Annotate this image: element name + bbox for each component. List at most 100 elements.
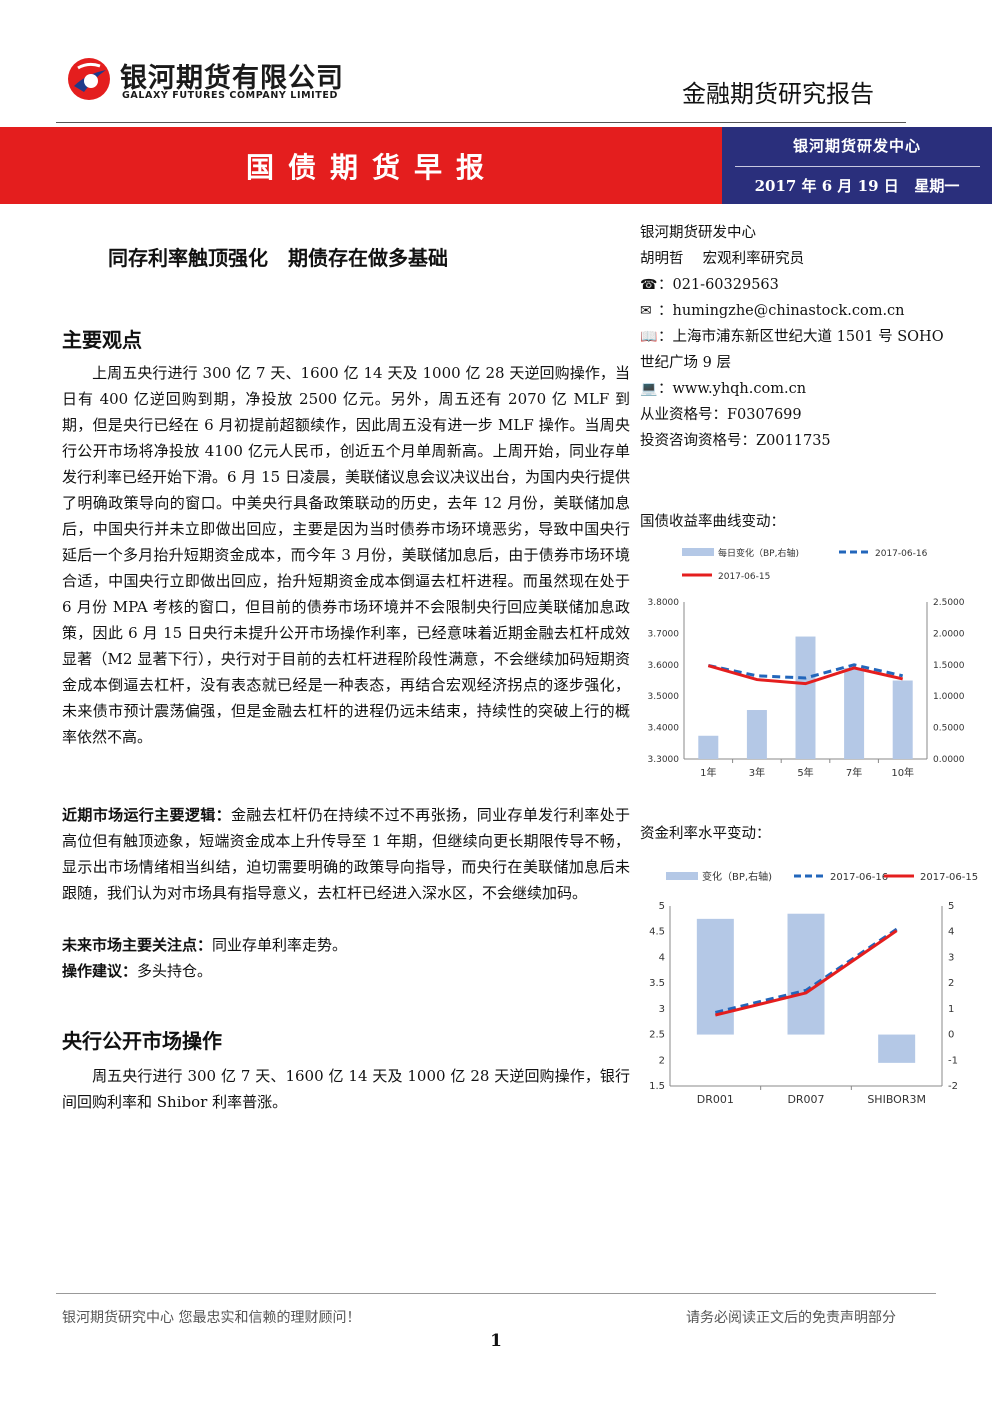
right-axis-tick-label: 0 <box>948 1030 954 1041</box>
bar <box>787 913 825 1035</box>
banner-navy-block <box>722 127 992 204</box>
analyst-info: 银河期货研发中心 胡明哲 宏观利率研究员 ☎：021-60329563 ✉ ：hu… <box>640 220 985 454</box>
series-line <box>707 663 904 680</box>
left-axis-tick-label: 1.5 <box>649 1081 665 1092</box>
research-center-label: 银河期货研发中心 <box>792 137 921 155</box>
logic-text: 金融去杠杆仍在持续不过不再张扬，同业存单发行利率处于高位但有触顶迹象，短端资金成… <box>62 806 630 902</box>
email-address[interactable]: humingzhe@chinastock.com.cn <box>672 303 905 319</box>
x-axis-tick-label: SHIBOR3M <box>867 1093 926 1106</box>
footer-divider <box>56 1293 936 1294</box>
investment-qualification-number: 投资咨询资格号：Z0011735 <box>640 433 831 449</box>
footer-disclaimer: 请务必阅读正文后的免责声明部分 <box>686 1310 896 1326</box>
phone-row: ☎：021-60329563 <box>640 272 985 298</box>
legend-label: 变化（BP,右轴) <box>702 870 772 883</box>
bar <box>696 918 734 1035</box>
focus-text: 同业存单利率走势。 <box>212 936 348 954</box>
x-axis-tick-label: 1年 <box>700 766 716 779</box>
left-axis-tick-label: 3.6000 <box>648 661 680 671</box>
legend-swatch <box>682 548 714 556</box>
banner-red-block <box>0 127 722 204</box>
logic-paragraph: 近期市场运行主要逻辑：金融去杠杆仍在持续不过不再张扬，同业存单发行利率处于高位但… <box>62 802 630 906</box>
email-row: ✉ ：humingzhe@chinastock.com.cn <box>640 298 985 324</box>
x-axis-tick-label: DR007 <box>787 1093 824 1106</box>
right-axis-tick-label: 2 <box>948 978 954 989</box>
left-axis-tick-label: 2.5 <box>649 1030 665 1041</box>
advice-text: 多头持仓。 <box>137 962 213 980</box>
left-axis-tick-label: 3.3000 <box>648 755 680 765</box>
chart2-title: 资金利率水平变动： <box>640 826 771 842</box>
section-title-open-market: 央行公开市场操作 <box>62 1029 222 1053</box>
right-axis-tick-label: -2 <box>948 1081 958 1092</box>
series-line <box>707 664 904 686</box>
left-axis-tick-label: 2 <box>659 1055 665 1066</box>
series-line <box>714 927 898 1014</box>
open-market-text: 周五央行进行 300 亿 7 天、1600 亿 14 天及 1000 亿 28 … <box>62 1067 630 1111</box>
report-type: 金融期货研究报告 <box>682 80 874 108</box>
x-axis-tick-label: 7年 <box>846 766 862 779</box>
right-axis-tick-label: 4 <box>948 927 954 938</box>
main-views-paragraph: 上周五央行进行 300 亿 7 天、1600 亿 14 天及 1000 亿 28… <box>62 360 630 750</box>
bar <box>698 735 719 759</box>
legend-swatch <box>666 872 698 880</box>
focus-label: 未来市场主要关注点： <box>62 936 213 954</box>
bar <box>795 636 816 759</box>
left-axis-tick-label: 5 <box>659 901 665 912</box>
website-link[interactable]: www.yhqh.com.cn <box>672 381 807 397</box>
header-divider <box>56 122 906 123</box>
right-axis-tick-label: 2.0000 <box>933 629 965 639</box>
right-axis-tick-label: 1 <box>948 1004 954 1015</box>
right-axis-tick-label: 1.0000 <box>933 692 965 702</box>
right-axis-tick-label: 1.5000 <box>933 661 965 671</box>
main-views-text: 上周五央行进行 300 亿 7 天、1600 亿 14 天及 1000 亿 28… <box>62 364 630 746</box>
logic-label: 近期市场运行主要逻辑： <box>62 806 231 824</box>
phone-icon: ☎ <box>640 277 658 293</box>
page-number: 1 <box>490 1331 502 1351</box>
x-axis-tick-label: 5年 <box>797 766 813 779</box>
article-title: 同存利率触顶强化 期债存在做多基础 <box>108 246 448 270</box>
legend-label: 2017-06-16 <box>875 549 928 559</box>
galaxy-logo-icon <box>68 58 110 100</box>
address-row: 📖：上海市浦东新区世纪大道 1501 号 SOHO <box>640 324 985 350</box>
focus-paragraph: 未来市场主要关注点：同业存单利率走势。 <box>62 932 630 958</box>
series-line <box>714 929 898 1017</box>
company-name-en: GALAXY FUTURES COMPANY LIMITED <box>122 90 338 101</box>
advice-label: 操作建议： <box>62 962 138 980</box>
left-axis-tick-label: 4 <box>659 952 665 963</box>
money-rate-chart: 1.5 2 2.5 3 3.5 4 4.5 5 -2 -1 0 1 2 3 4 5 DR001 DR007 SHIB… <box>649 870 978 1106</box>
website-row: 💻：www.yhqh.com.cn <box>640 376 985 402</box>
bar <box>844 667 865 759</box>
left-axis-tick-label: 3 <box>659 1004 665 1015</box>
chart1-title: 国债收益率曲线变动： <box>640 514 785 530</box>
address-line-1: 上海市浦东新区世纪大道 1501 号 SOHO <box>672 329 944 345</box>
right-axis-tick-label: -1 <box>948 1055 958 1066</box>
address-book-icon: 📖 <box>640 329 658 345</box>
computer-icon: 💻 <box>640 381 658 397</box>
advice-paragraph: 操作建议：多头持仓。 <box>62 958 630 984</box>
legend-label: 每日变化（BP,右轴) <box>718 547 799 559</box>
report-title: 国债期货早报 <box>246 151 499 184</box>
bar <box>892 680 913 759</box>
right-axis-tick-label: 0.0000 <box>933 755 965 765</box>
right-axis-tick-label: 0.5000 <box>933 724 965 734</box>
legend-label: 2017-06-15 <box>920 872 978 883</box>
x-axis-tick-label: 10年 <box>891 766 914 779</box>
report-date: 2017 年 6 月 19 日 星期一 <box>754 177 960 195</box>
address-line-2: 世纪广场 9 层 <box>640 355 731 371</box>
left-axis-tick-label: 4.5 <box>649 927 665 938</box>
email-icon: ✉ <box>640 303 652 319</box>
company-name-cn: 银河期货有限公司 <box>120 63 344 94</box>
footer-slogan: 银河期货研究中心 您最忠实和信赖的理财顾问！ <box>62 1310 361 1326</box>
right-axis-tick-label: 3 <box>948 952 954 963</box>
x-axis-tick-label: 3年 <box>749 766 765 779</box>
open-market-paragraph: 周五央行进行 300 亿 7 天、1600 亿 14 天及 1000 亿 28 … <box>62 1063 630 1115</box>
section-title-main-views: 主要观点 <box>62 328 142 352</box>
left-axis-tick-label: 3.5000 <box>648 692 680 702</box>
banner-divider <box>735 166 980 167</box>
bar <box>746 710 767 759</box>
right-axis-tick-label: 5 <box>948 901 954 912</box>
org-name: 银河期货研发中心 <box>640 225 756 241</box>
bar <box>878 1034 916 1063</box>
left-axis-tick-label: 3.4000 <box>648 724 680 734</box>
phone-number: 021-60329563 <box>672 277 779 293</box>
legend-label: 2017-06-15 <box>718 572 770 582</box>
